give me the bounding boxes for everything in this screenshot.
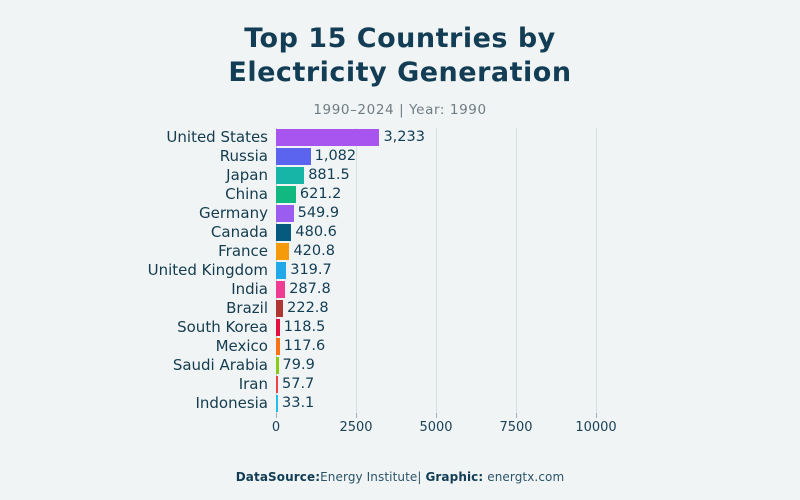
category-label: Mexico [215, 337, 268, 355]
bar-row[interactable]: 118.5 [276, 318, 800, 337]
bar-value-label: 420.8 [293, 243, 335, 260]
bar[interactable] [276, 243, 290, 260]
plot-area: 3,233 1,082 881.5 621.2 549.9 480.6 420.8 319.7… [276, 128, 612, 413]
footer-separator: | [417, 470, 422, 484]
bar[interactable] [276, 186, 296, 203]
footer-source-value: Energy Institute [320, 470, 418, 484]
bar[interactable] [276, 376, 278, 393]
bar[interactable] [276, 167, 305, 184]
footer-source-label: DataSource: [235, 470, 321, 484]
category-label: South Korea [177, 318, 268, 336]
bar-value-label: 33.1 [282, 395, 315, 412]
bar[interactable] [276, 148, 311, 165]
bar-value-label: 1,082 [314, 148, 357, 165]
bar-row[interactable]: 57.7 [276, 375, 800, 394]
bar-row[interactable]: 222.8 [276, 299, 800, 318]
bar[interactable] [276, 224, 292, 241]
bar-value-label: 57.7 [282, 376, 315, 393]
category-label: Indonesia [195, 394, 268, 412]
bars-layer: 3,233 1,082 881.5 621.2 549.9 480.6 420.8 319.7… [276, 128, 612, 413]
bar[interactable] [276, 338, 280, 355]
x-tick-label: 2500 [339, 420, 373, 435]
category-label: Canada [210, 223, 268, 241]
footer-graphic-value: energtx.com [487, 470, 565, 484]
category-label: United States [166, 128, 268, 146]
bar-row[interactable]: 287.8 [276, 280, 800, 299]
bar-value-label: 319.7 [290, 262, 332, 279]
bar[interactable] [276, 319, 280, 336]
bar-row[interactable]: 79.9 [276, 356, 800, 375]
category-label: Japan [226, 166, 268, 184]
bar-value-label: 621.2 [299, 186, 342, 203]
category-label: Germany [199, 204, 268, 222]
x-tick-mark [516, 413, 517, 418]
x-tick-mark [596, 413, 597, 418]
gridline-7500 [516, 128, 517, 413]
category-label: Saudi Arabia [172, 356, 268, 374]
bar-value-label: 3,233 [383, 129, 425, 146]
x-tick-label: 7500 [499, 420, 533, 435]
bar-value-label: 117.6 [283, 338, 326, 355]
bar[interactable] [276, 357, 279, 374]
bar-value-label: 222.8 [287, 300, 329, 317]
bar-value-label: 79.9 [282, 357, 315, 374]
bar-row[interactable]: 319.7 [276, 261, 800, 280]
category-label: United Kingdom [147, 261, 268, 279]
bar-value-label: 881.5 [308, 167, 350, 184]
x-tick-mark [356, 413, 357, 418]
bar[interactable] [276, 395, 278, 412]
bar-row[interactable]: 3,233 [276, 128, 800, 147]
chart-subtitle: 1990–2024 | Year: 1990 [313, 101, 487, 118]
x-axis-ticks: 0 2500 5000 7500 10000 [272, 413, 617, 437]
category-label: China [225, 185, 268, 203]
bar-row[interactable]: 420.8 [276, 242, 800, 261]
x-tick-label: 5000 [419, 420, 453, 435]
bar[interactable] [276, 262, 287, 279]
bar[interactable] [276, 300, 284, 317]
category-label: Iran [238, 375, 268, 393]
bar-value-label: 118.5 [283, 319, 326, 336]
bar-row[interactable]: 549.9 [276, 204, 800, 223]
bar-row[interactable]: 480.6 [276, 223, 800, 242]
category-label: Brazil [226, 299, 268, 317]
title-block: Top 15 Countries by Electricity Generati… [0, 22, 800, 118]
category-axis-labels: United States Russia Japan China Germany Cana… [0, 128, 272, 413]
category-label: France [218, 242, 268, 260]
bar-row[interactable]: 1,082 [276, 147, 800, 166]
gridline-2500 [356, 128, 357, 413]
bar[interactable] [276, 205, 294, 222]
category-label: Russia [219, 147, 268, 165]
footer-graphic-label: Graphic: [425, 470, 484, 484]
bar[interactable] [276, 129, 380, 146]
bar-value-label: 480.6 [295, 224, 337, 241]
category-label: India [231, 280, 268, 298]
gridline-5000 [436, 128, 437, 413]
gridline-10000 [596, 128, 597, 413]
bar-row[interactable]: 33.1 [276, 394, 800, 413]
bar[interactable] [276, 281, 286, 298]
bar-row[interactable]: 117.6 [276, 337, 800, 356]
x-tick-mark [436, 413, 437, 418]
x-tick-label: 0 [271, 420, 281, 435]
bar-row[interactable]: 621.2 [276, 185, 800, 204]
x-tick-mark [276, 413, 277, 418]
chart-title: Top 15 Countries by Electricity Generati… [228, 23, 572, 88]
x-tick-label: 10000 [575, 420, 617, 435]
footer-credits: DataSource:Energy Institute| Graphic: en… [0, 470, 800, 484]
bar-value-label: 287.8 [289, 281, 331, 298]
bar-row[interactable]: 881.5 [276, 166, 800, 185]
bar-value-label: 549.9 [297, 205, 340, 222]
